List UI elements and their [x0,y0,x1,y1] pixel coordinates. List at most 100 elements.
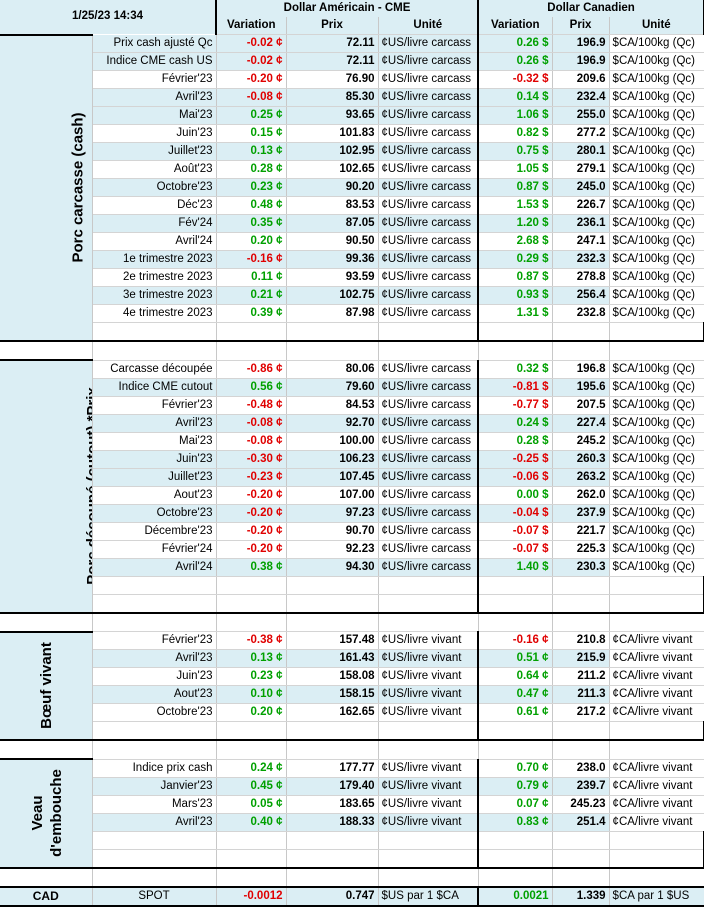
cad-price: 278.8 [552,268,610,287]
usd-variation: 0.56 ¢ [216,378,287,397]
empty-cell [609,594,704,614]
usd-unit: ¢US/livre carcass [378,504,479,523]
usd-variation: -0.02 ¢ [216,52,287,71]
usd-unit: ¢US/livre carcass [378,70,479,89]
usd-variation: -0.38 ¢ [216,631,287,650]
row-label: 4e trimestre 2023 [92,304,217,323]
cad-unit: $CA/100kg (Qc) [609,558,704,577]
usd-price: 94.30 [286,558,379,577]
usd-variation: -0.30 ¢ [216,450,287,469]
empty-cell [92,721,217,741]
cad-unit: $CA/100kg (Qc) [609,88,704,107]
cad-unit: $CA/100kg (Qc) [609,124,704,143]
row-label: 1e trimestre 2023 [92,250,217,269]
empty-cell [216,576,287,595]
cad-variation: -0.25 $ [477,450,553,469]
empty-cell [216,322,287,342]
empty-cell [552,341,610,361]
empty-cell [552,576,610,595]
usd-variation: -0.20 ¢ [216,486,287,505]
cad-unit: ¢CA/livre vivant [609,667,704,686]
usd-price: 102.95 [286,142,379,161]
empty-cell [216,867,287,887]
cad-price: 277.2 [552,124,610,143]
table-row: Porc carcasse (cash) Prix cash ajusté Qc -… [0,33,704,342]
cad-variation: 0.32 $ [477,360,553,379]
usd-variation: 0.11 ¢ [216,268,287,287]
header-row-1: 1/25/23 14:34 Dollar Américain - CME Dol… [0,0,704,35]
usd-variation: 0.23 ¢ [216,667,287,686]
usd-variation: 0.20 ¢ [216,232,287,251]
cad-price: 237.9 [552,504,610,523]
table-row: Aout'23 0.10 ¢ 158.15 ¢US/livre vivant 0.47 … [0,685,704,704]
cad-price: 238.0 [552,759,610,778]
spot-label: SPOT [92,885,217,907]
table-row: Février'24 -0.20 ¢ 92.23 ¢US/livre carcass -… [0,540,704,559]
row-label: 2e trimestre 2023 [92,268,217,287]
cad-unit: $CA/100kg (Qc) [609,106,704,125]
cad-section-label: CAD [0,885,93,907]
empty-cell [609,612,704,632]
cad-price: 225.3 [552,540,610,559]
empty-cell [478,341,553,361]
empty-cell [286,831,379,850]
usd-variation: 0.05 ¢ [216,795,287,814]
usd-price: 92.70 [286,414,379,433]
table-row: Bœuf vivant Février'23 -0.38 ¢ 157.48 ¢US/li… [0,630,704,741]
usd-price: 102.75 [286,286,379,305]
table-row: Octobre'23 0.23 ¢ 90.20 ¢US/livre carcass 0.… [0,178,704,197]
section-title-line: d'embouche [47,768,65,857]
row-label: Carcasse découpée [92,360,217,379]
usd-unit: $US par 1 $CA [378,885,479,907]
empty-cell [477,849,553,869]
blank-row [0,322,704,342]
usd-price: 106.23 [286,450,379,469]
empty-cell [0,740,93,760]
table-row: 1e trimestre 2023 -0.16 ¢ 99.36 ¢US/livre c… [0,250,704,269]
table-row: Indice CME cutout 0.56 ¢ 79.60 ¢US/livre ca… [0,378,704,397]
cad-variation: 0.14 $ [477,88,553,107]
empty-cell [286,576,379,595]
cad-unit: $CA/100kg (Qc) [609,468,704,487]
usd-variation: -0.86 ¢ [216,360,287,379]
usd-unit: ¢US/livre carcass [378,432,479,451]
row-label: Aout'23 [92,685,217,704]
table-row: Avril'23 -0.08 ¢ 92.70 ¢US/livre carcass 0.2… [0,414,704,433]
cad-unit: $CA/100kg (Qc) [609,450,704,469]
cad-price: 247.1 [552,232,610,251]
usd-col-prix: Prix [286,17,379,35]
table-row: Déc'23 0.48 ¢ 83.53 ¢US/livre carcass 1.53 $… [0,196,704,215]
cad-unit: $CA/100kg (Qc) [609,70,704,89]
section-title-text: Porc découpé (cutout) *PrixCAD à 90% [83,387,91,585]
cad-col-variation: Variation [477,17,553,35]
row-label: Octobre'23 [92,178,217,197]
cad-price: 211.2 [552,667,610,686]
usd-unit: ¢US/livre vivant [378,795,479,814]
empty-cell [552,594,610,614]
empty-cell [478,867,553,887]
usd-unit: ¢US/livre vivant [378,777,479,796]
usd-variation: -0.20 ¢ [216,504,287,523]
usd-variation: 0.10 ¢ [216,685,287,704]
usd-unit: ¢US/livre vivant [378,813,479,832]
cad-price: 255.0 [552,106,610,125]
cad-variation: -0.77 $ [477,396,553,415]
usd-variation: 0.15 ¢ [216,124,287,143]
usd-unit: ¢US/livre vivant [378,685,479,704]
cad-variation: 0.87 $ [477,178,553,197]
usd-variation: 0.39 ¢ [216,304,287,323]
usd-price: 102.65 [286,160,379,179]
cad-unit: $CA/100kg (Qc) [609,522,704,541]
table-row: Décembre'23 -0.20 ¢ 90.70 ¢US/livre carcass… [0,522,704,541]
cad-variation: 0.75 $ [477,142,553,161]
cad-price: 210.8 [552,631,610,650]
usd-price: 161.43 [286,649,379,668]
cad-unit: ¢CA/livre vivant [609,685,704,704]
table-row: Avril'23 0.40 ¢ 188.33 ¢US/livre vivant 0.83… [0,813,704,832]
cad-variation: 0.87 $ [477,268,553,287]
usd-unit: ¢US/livre carcass [378,232,479,251]
cad-unit: $CA/100kg (Qc) [609,396,704,415]
section-spacer [0,740,704,760]
usd-variation: -0.20 ¢ [216,522,287,541]
